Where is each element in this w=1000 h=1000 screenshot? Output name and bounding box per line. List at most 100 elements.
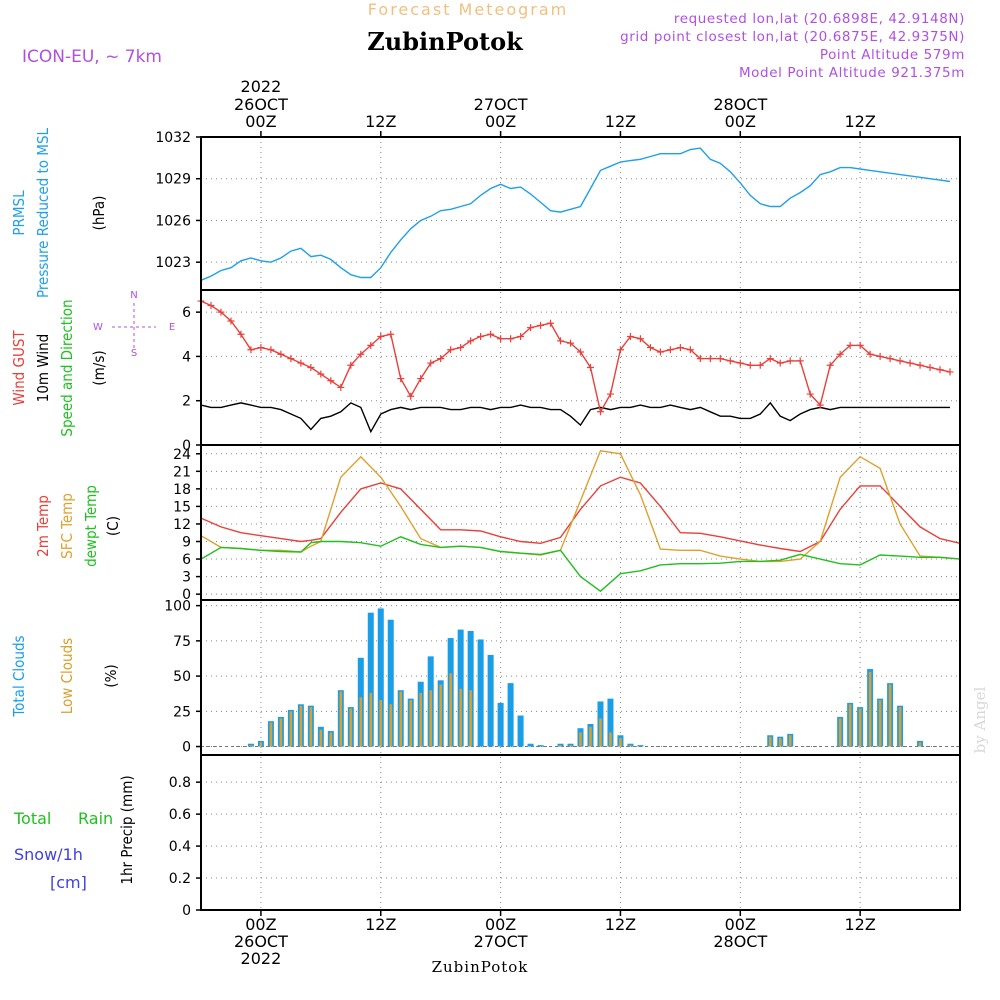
wind10-label: 10m Wind [34, 334, 52, 403]
top-time-label: 12Z [844, 112, 875, 131]
gust-label: Wind GUST [10, 330, 28, 406]
y-tick-label: 0 [182, 438, 191, 454]
gust-marker [267, 346, 275, 354]
low-cloud-bar [579, 732, 582, 747]
gust-marker [257, 344, 265, 352]
gust-marker [916, 361, 924, 369]
compass-letter: S [131, 348, 137, 359]
wind10-line [200, 401, 950, 434]
low-cloud-bar [249, 745, 253, 747]
y-tick-label: 100 [164, 599, 191, 615]
low-cloud-bar [838, 718, 842, 747]
pressure-unit: (hPa) [90, 196, 108, 231]
y-tick-label: 75 [173, 634, 191, 650]
credit-watermark: by Angel [971, 686, 989, 753]
y-tick-label: 24 [173, 447, 191, 463]
gust-marker [896, 357, 904, 365]
low-cloud-bar [469, 690, 472, 747]
low-cloud-bar [359, 697, 363, 747]
model-label: ICON-EU, ~ 7km [22, 47, 162, 67]
total-cloud-bar [477, 639, 484, 747]
y-tick-label: 3 [182, 570, 191, 586]
low-cloud-bar [309, 707, 313, 747]
pressure-line [200, 147, 951, 281]
gust-marker [467, 337, 475, 345]
panel-frame [200, 136, 961, 291]
gust-marker [646, 344, 654, 352]
low-cloud-bar [409, 700, 413, 747]
y-tick-label: 25 [173, 704, 191, 720]
gust-marker [487, 330, 495, 338]
wind-unit: (m/s) [90, 350, 108, 385]
y-tick-label: 6 [182, 305, 191, 321]
low-cloud-bar [629, 745, 632, 747]
y-tick-label: 0 [182, 587, 191, 603]
total-cloud-bar [507, 683, 514, 747]
gust-marker [846, 341, 854, 349]
low-cloud-bar [259, 742, 263, 747]
gust-marker [577, 348, 584, 356]
gust-marker [906, 359, 914, 367]
gust-marker [307, 364, 315, 371]
pressure-sublabel: Pressure Reduced to MSL [34, 127, 52, 298]
y-tick-label: 1023 [155, 255, 191, 271]
low-cloud-bar [379, 700, 383, 747]
gust-marker [427, 359, 435, 367]
bottom-time-label: 28OCT [713, 932, 767, 951]
gust-marker [547, 319, 555, 327]
gust-marker [626, 333, 634, 340]
low-cloud-bar [888, 684, 892, 747]
total-cloud-bar [467, 631, 474, 747]
total-rain-label-a: Total [13, 809, 51, 828]
gust-marker [347, 361, 355, 369]
gust-marker [796, 357, 804, 365]
y-tick-label: 6 [182, 552, 191, 568]
low-cloud-bar [429, 690, 432, 747]
y-tick-label: 50 [173, 669, 191, 685]
gust-marker [377, 333, 385, 340]
gust-marker [786, 357, 794, 365]
gust-marker [207, 302, 215, 309]
y-tick-label: 1032 [155, 130, 191, 146]
total-cloud-bar [637, 745, 644, 747]
gust-marker [517, 333, 525, 340]
y-tick-label: 1026 [155, 213, 191, 229]
panel-frame [200, 289, 961, 446]
y-tick-label: 0.2 [169, 871, 191, 887]
low-cloud-bar [339, 691, 343, 747]
low-cloud-bar [299, 705, 303, 747]
top-time-label: 00Z [245, 112, 276, 131]
low-cloud-bar [918, 742, 922, 747]
top-year-label: 2022 [241, 77, 282, 96]
y-tick-label: 0.4 [169, 839, 191, 855]
low-cloud-bar [349, 708, 353, 747]
gust-marker [497, 335, 505, 343]
low-cloud-bar [868, 671, 872, 747]
gust-marker [457, 344, 465, 352]
total-cloud-bar [367, 612, 374, 747]
gust-marker [856, 341, 864, 349]
gust-marker [666, 346, 674, 354]
gust-marker [926, 364, 934, 371]
bottom-time-label: 12Z [844, 915, 875, 934]
low-cloud-bar [788, 735, 792, 747]
gust-marker [287, 355, 295, 363]
gust-marker [327, 377, 335, 385]
top-time-label: 12Z [365, 112, 396, 131]
gust-marker [437, 355, 445, 363]
gust-marker [746, 361, 754, 369]
snow-unit: [cm] [50, 873, 87, 892]
gust-marker [756, 361, 764, 369]
low-cloud-bar [449, 673, 452, 747]
y-tick-label: 12 [173, 517, 191, 533]
low-clouds-label: Low Clouds [58, 638, 76, 714]
compass-icon [112, 303, 156, 350]
total-rain-label-b: Rain [78, 809, 113, 828]
clouds-unit: (%) [102, 664, 120, 687]
low-cloud-bar [399, 691, 403, 747]
low-cloud-bar [389, 704, 393, 747]
bottom-time-label: 00Z [245, 915, 276, 934]
gust-marker [806, 390, 814, 398]
gust-marker [776, 359, 784, 367]
gust-marker [616, 346, 624, 354]
